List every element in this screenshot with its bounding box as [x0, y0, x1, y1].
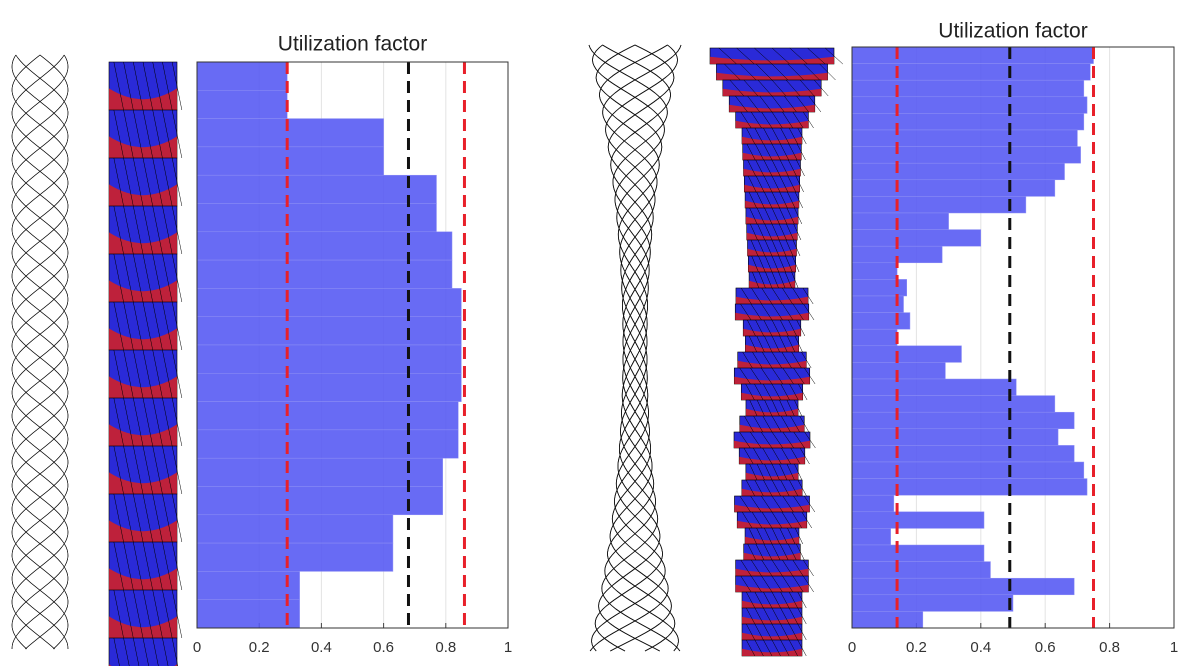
- bar: [197, 175, 436, 203]
- chart-title: Utilization factor: [278, 33, 427, 56]
- x-tick-label: 1: [504, 639, 512, 656]
- lattice-line: [12, 55, 68, 649]
- bar: [852, 113, 1084, 130]
- bar: [852, 47, 1094, 64]
- bar: [852, 562, 990, 579]
- bar: [852, 213, 949, 230]
- bar: [197, 543, 393, 571]
- lattice-line: [605, 45, 679, 651]
- bar: [852, 147, 1081, 164]
- lattice-line: [603, 45, 681, 651]
- bar: [852, 429, 1058, 446]
- bar: [852, 163, 1065, 180]
- tower-segment: [109, 638, 177, 666]
- bar: [197, 458, 443, 486]
- lattice-line: [606, 45, 678, 651]
- bar: [852, 346, 961, 363]
- lattice-line: [12, 55, 68, 649]
- lattice-line: [12, 55, 68, 649]
- bar: [852, 578, 1074, 595]
- x-tick-label: 0.4: [970, 639, 991, 656]
- x-tick-label: 0.4: [311, 639, 332, 656]
- bar: [197, 119, 384, 147]
- lattice-line: [589, 45, 667, 651]
- bar: [197, 402, 458, 430]
- bar: [852, 64, 1090, 81]
- bar: [852, 545, 984, 562]
- bar: [197, 147, 384, 175]
- bar: [852, 329, 897, 346]
- lattice-line: [12, 55, 68, 649]
- x-tick-label: 0.8: [1099, 639, 1120, 656]
- bar: [197, 317, 461, 345]
- lattice-line: [12, 55, 68, 649]
- lattice-line: [12, 55, 68, 649]
- lattice-line: [592, 45, 666, 651]
- bar: [852, 263, 897, 280]
- lattice-line: [603, 45, 681, 651]
- x-tick-label: 0: [193, 639, 201, 656]
- bar: [852, 130, 1077, 147]
- bar: [197, 515, 393, 543]
- lattice-line: [12, 55, 68, 649]
- lattice-line: [593, 45, 665, 651]
- lattice-line: [592, 45, 666, 651]
- lattice-line: [12, 55, 68, 649]
- bar: [197, 373, 461, 401]
- bar: [852, 595, 1013, 612]
- lattice-line: [12, 55, 68, 649]
- bar: [852, 180, 1055, 197]
- bar: [197, 204, 436, 232]
- bar: [852, 512, 984, 529]
- bar: [197, 600, 300, 628]
- bar: [852, 97, 1087, 114]
- bar: [197, 345, 461, 373]
- x-tick-label: 1: [1170, 639, 1178, 656]
- bar: [852, 445, 1074, 462]
- bar: [852, 479, 1087, 496]
- bar: [852, 528, 891, 545]
- bar: [852, 495, 894, 512]
- bar: [852, 396, 1055, 413]
- bar: [197, 487, 443, 515]
- lattice-line: [12, 55, 68, 649]
- bar: [852, 379, 1016, 396]
- x-tick-label: 0: [848, 639, 856, 656]
- bar: [852, 196, 1026, 213]
- bar: [852, 362, 945, 379]
- lattice-line: [606, 45, 678, 651]
- bar: [197, 288, 461, 316]
- lattice-line: [589, 45, 667, 651]
- x-tick-label: 0.6: [373, 639, 394, 656]
- x-tick-label: 0.6: [1035, 639, 1056, 656]
- lattice-line: [12, 55, 68, 649]
- bar: [197, 260, 452, 288]
- bar: [852, 230, 981, 247]
- bar: [852, 462, 1084, 479]
- figure: Utilization factor 0 0.2 0.4 0.6 0.8 1 Utilizat…: [0, 0, 1188, 666]
- x-tick-label: 0.2: [249, 639, 270, 656]
- bar: [197, 430, 458, 458]
- bar: [852, 313, 910, 330]
- bar: [197, 232, 452, 260]
- chart-title: Utilization factor: [938, 20, 1087, 43]
- bar: [852, 412, 1074, 429]
- bar: [197, 90, 287, 118]
- bar: [852, 611, 923, 628]
- bar: [197, 62, 287, 90]
- bar: [197, 571, 300, 599]
- lattice-line: [605, 45, 679, 651]
- x-tick-label: 0.8: [435, 639, 456, 656]
- bar: [852, 80, 1084, 97]
- lattice-line: [12, 55, 68, 649]
- x-tick-label: 0.2: [906, 639, 927, 656]
- lattice-line: [593, 45, 665, 651]
